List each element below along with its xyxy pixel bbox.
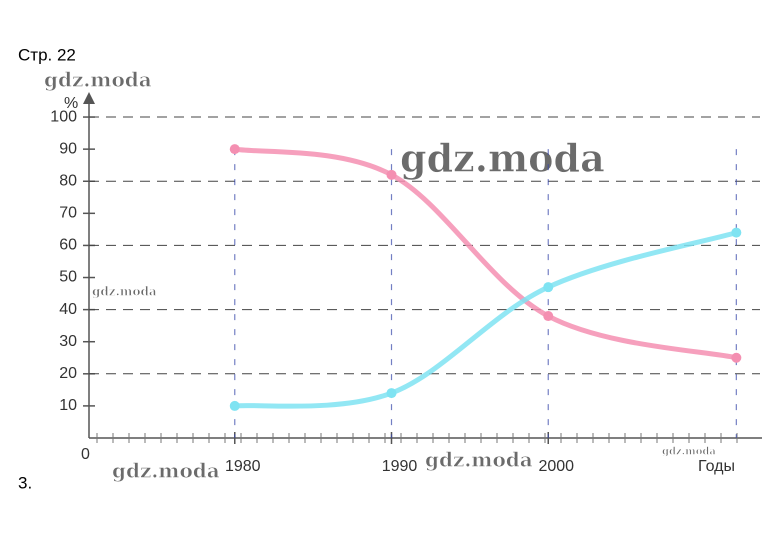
watermark: gdz.moda [400,136,605,181]
y-tick-label: 20 [59,365,77,382]
y-axis-label: % [64,95,78,112]
x-tick-label: 1980 [225,458,261,475]
data-point [386,169,397,180]
watermark: gdz.moda [44,68,152,92]
y-tick-label: 10 [59,397,77,414]
series-line [232,230,739,409]
y-tick-label: 70 [59,205,77,222]
data-point [731,352,742,363]
task-number: 3. [18,473,32,492]
y-tick-label: 100 [50,108,77,125]
y-tick-label: 40 [59,301,77,318]
x-tick-label: 2000 [538,458,574,475]
data-point [229,400,240,411]
series-line [232,146,739,361]
data-point [543,282,554,293]
y-tick-label: 90 [59,140,77,157]
x-axis-label: Годы [698,458,735,475]
data-point [229,144,240,155]
data-point [543,311,554,322]
watermark: gdz.moda [425,448,533,472]
watermark: gdz.moda [662,447,716,458]
y-tick-label: 80 [59,172,77,189]
watermark: gdz.moda [92,285,157,299]
data-point [386,388,397,399]
x-tick-label: 1990 [382,458,418,475]
origin-label: 0 [81,446,90,463]
y-tick-label: 50 [59,269,77,286]
y-tick-label: 60 [59,237,77,254]
y-tick-label: 30 [59,333,77,350]
watermark: gdz.moda [112,459,220,483]
data-point [731,227,742,238]
page-header: Стр. 22 [18,45,76,64]
